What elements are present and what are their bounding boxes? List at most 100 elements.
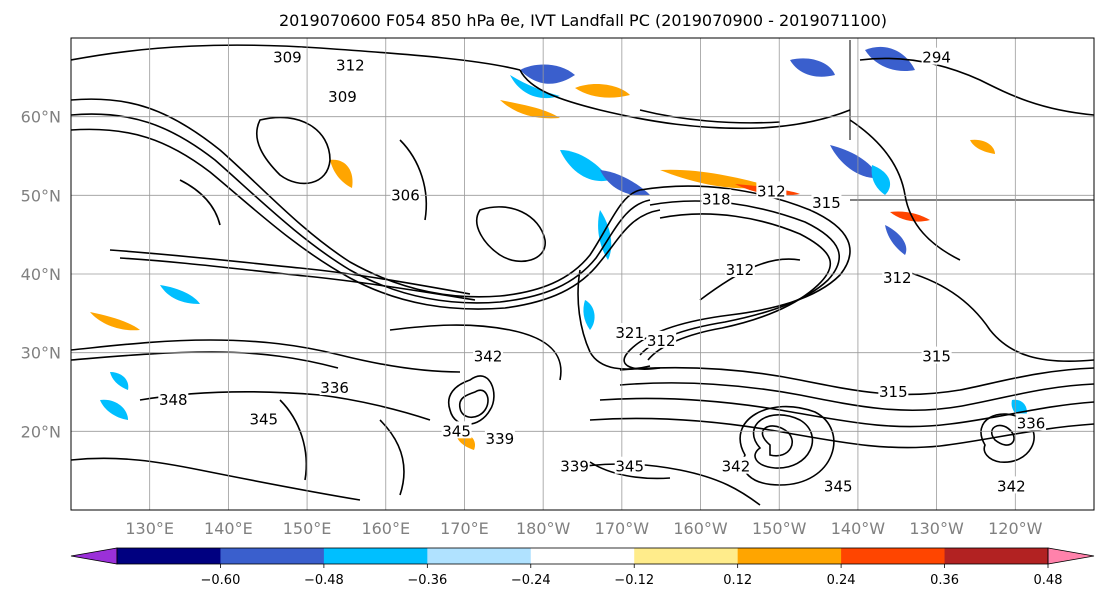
shade-patch — [600, 170, 650, 196]
colorbar-tick-label: −0.60 — [201, 573, 241, 588]
shade-patch — [660, 169, 770, 189]
colorbar-tick-label: −0.48 — [304, 573, 344, 588]
contour-line — [519, 69, 851, 130]
contour-label-bg — [811, 193, 842, 211]
contour-label: 315 — [879, 383, 908, 401]
graticule — [71, 38, 1094, 510]
contour-line — [71, 339, 461, 373]
contour-label: 348 — [159, 391, 188, 409]
colorbar-tick-label: 0.36 — [930, 573, 959, 588]
contour-label-bg — [878, 382, 909, 399]
contour-line — [739, 405, 835, 486]
contour-line — [619, 366, 1094, 396]
chart-title: 2019070600 F054 850 hPa θe, IVT Landfall… — [279, 11, 887, 30]
contour-line — [599, 397, 1094, 428]
shade-patch — [330, 159, 353, 188]
contour-label: 342 — [474, 348, 503, 366]
contour-label: 312 — [647, 332, 676, 350]
x-tick-label: 170°W — [595, 519, 650, 538]
colorbar-segment — [220, 548, 325, 564]
x-tick-label: 160°W — [673, 519, 728, 538]
contour-line — [761, 425, 793, 457]
colorbar-segment — [427, 548, 532, 564]
contour-label: 318 — [702, 190, 731, 208]
contour-label: 339 — [560, 458, 589, 476]
colorbar-segment — [841, 548, 946, 564]
contour-label: 342 — [997, 477, 1026, 495]
contour-line — [389, 324, 562, 381]
colorbar-tick-label: 0.24 — [827, 573, 856, 588]
contour-label-bg — [614, 323, 645, 340]
contour-label: 345 — [249, 411, 278, 429]
contour-line — [279, 399, 308, 481]
colorbar-tick-label: 0.48 — [1034, 573, 1063, 588]
y-tick-label: 40°N — [21, 265, 61, 284]
contour-line — [255, 116, 331, 185]
colorbar-frame — [116, 547, 1049, 565]
contour-line — [179, 179, 221, 226]
shade-patch — [90, 312, 140, 331]
contour-line — [647, 213, 832, 361]
contour-label-bg — [390, 185, 421, 203]
contour-label-bg — [484, 429, 515, 447]
colorbar-segment — [737, 548, 842, 564]
contour-line — [71, 44, 521, 71]
x-tick-label: 120°W — [988, 519, 1043, 538]
contour-label: 306 — [391, 186, 420, 204]
x-tick-label: 150°E — [283, 519, 332, 538]
y-tick-label: 60°N — [21, 108, 61, 127]
contour-line — [639, 109, 781, 124]
contour-label: 345 — [442, 422, 471, 440]
contour-label: 309 — [273, 49, 302, 67]
shade-patch — [583, 300, 595, 330]
contour-label-bg — [882, 267, 913, 285]
shade-patch — [790, 58, 835, 77]
contour-label-bg — [327, 87, 358, 104]
contour-line — [109, 249, 471, 295]
contour-label: 315 — [922, 348, 951, 366]
colorbar-tick-label: −0.36 — [407, 573, 447, 588]
contour-label: 312 — [726, 261, 755, 279]
colorbar-tick-label: −0.12 — [614, 573, 654, 588]
contour-label-bg — [921, 346, 952, 364]
contour-label-bg — [921, 47, 952, 65]
contour-label: 321 — [615, 324, 644, 342]
contour-label: 345 — [615, 458, 644, 476]
contour-label-bg — [756, 181, 787, 199]
contour-line — [71, 113, 651, 304]
shade-patch — [598, 210, 612, 260]
contour-line — [139, 390, 431, 421]
contour-label-bg — [823, 476, 854, 494]
x-tick-label: 160°E — [361, 519, 410, 538]
x-tick-label: 150°W — [752, 519, 807, 538]
x-tick-label: 130°W — [909, 519, 964, 538]
colorbar-segment — [530, 548, 635, 564]
x-tick-label: 130°E — [125, 519, 174, 538]
colorbar-segment — [944, 548, 1049, 564]
colorbar-segment — [117, 548, 221, 564]
contour-label: 342 — [722, 458, 751, 476]
colorbar: −0.60 −0.48 −0.36 −0.24 −0.12 0.12 0.24 0.36 0.4… — [70, 547, 1095, 588]
contour-line — [589, 417, 1094, 449]
contour-line — [752, 414, 814, 469]
x-tick-label: 140°E — [204, 519, 253, 538]
colorbar-segments — [70, 547, 1095, 565]
contour-label: 339 — [486, 430, 515, 448]
contour-label: 345 — [824, 477, 853, 495]
contour-label-bg — [1016, 413, 1047, 431]
colorbar-extend-right — [1047, 547, 1095, 565]
colorbar-ticks: −0.60 −0.48 −0.36 −0.24 −0.12 0.12 0.24 0.36 0.4… — [201, 564, 1063, 588]
y-axis-ticks: 20°N 30°N 40°N 50°N 60°N — [21, 108, 61, 442]
shade-patch — [890, 211, 930, 222]
contour-label-bg — [701, 189, 732, 207]
colorbar-tick-label: 0.12 — [723, 573, 752, 588]
contour-label-bg — [559, 456, 590, 474]
contour-line — [980, 413, 1035, 463]
contour-label-bg — [335, 55, 366, 73]
y-tick-label: 30°N — [21, 344, 61, 363]
contour-label: 312 — [757, 182, 786, 200]
contour-line — [859, 57, 1094, 116]
contour-label: 312 — [883, 269, 912, 287]
